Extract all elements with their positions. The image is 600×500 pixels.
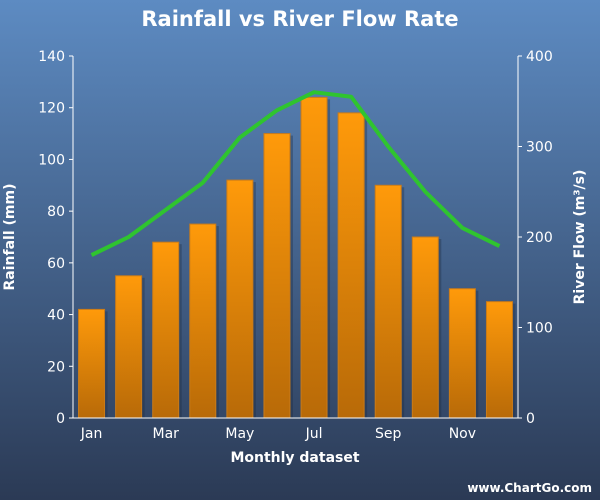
river-flow-line (90, 90, 501, 257)
bar-apr (189, 223, 217, 419)
y-tick-label-right: 400 (526, 49, 553, 65)
y-tick-label-left: 60 (47, 256, 65, 272)
y-tick-label-left: 140 (38, 49, 65, 65)
y-tick-label-left: 80 (47, 204, 65, 220)
bar-sep (374, 184, 402, 419)
bar-jul (300, 96, 328, 419)
y-axis-label-right: River Flow (m³/s) (572, 170, 588, 305)
y-axis-label-left: Rainfall (mm) (2, 184, 18, 291)
bar-oct (411, 236, 439, 419)
x-tick-label: Jul (305, 426, 323, 442)
y-tick-label-left: 120 (38, 101, 65, 117)
x-tick-label: Nov (449, 426, 476, 442)
bar-jun (263, 133, 291, 419)
x-tick-label: Sep (375, 426, 402, 442)
y-tick-label-right: 300 (526, 140, 553, 156)
y-tick-label-left: 100 (38, 152, 65, 168)
y-tick-label-left: 0 (56, 411, 65, 427)
bar-dec (485, 301, 513, 419)
y-tick-label-right: 200 (526, 230, 553, 246)
watermark: www.ChartGo.com (467, 481, 592, 495)
y-tick-label-right: 0 (526, 411, 535, 427)
bar-mar (152, 241, 180, 419)
bar-jan (78, 308, 106, 419)
y-tick-label-left: 40 (47, 308, 65, 324)
y-tick-label-right: 100 (526, 321, 553, 337)
x-tick-label: Mar (152, 426, 179, 442)
bar-aug (337, 112, 365, 419)
x-axis-label: Monthly dataset (230, 450, 359, 466)
x-tick-label: May (225, 426, 254, 442)
y-tick-label-left: 20 (47, 359, 65, 375)
bar-nov (448, 288, 476, 419)
bar-may (226, 179, 254, 419)
chart-title: Rainfall vs River Flow Rate (141, 7, 458, 31)
x-tick-label: Jan (80, 426, 103, 442)
bar-feb (115, 275, 143, 419)
